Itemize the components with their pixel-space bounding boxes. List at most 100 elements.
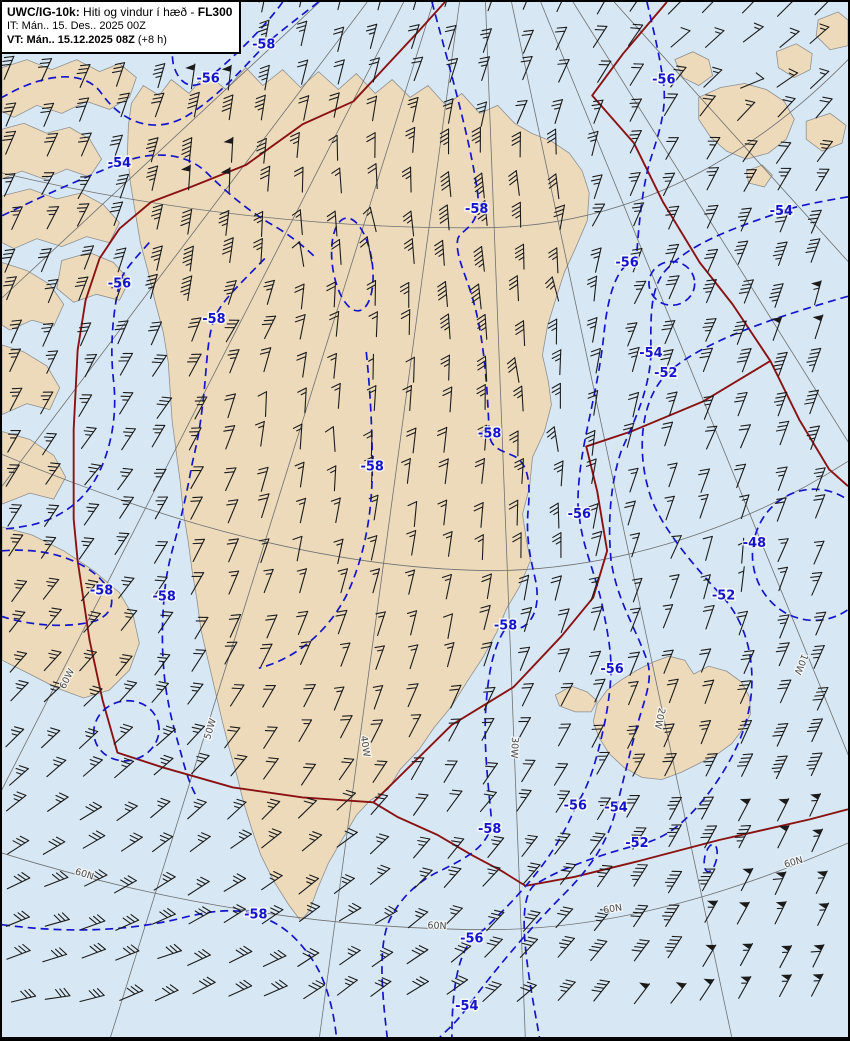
wind-barb xyxy=(777,2,793,17)
wind-barb xyxy=(297,948,320,967)
barb-full-10kt xyxy=(21,910,31,918)
wind-barb xyxy=(119,680,138,702)
barb-half-5kt xyxy=(518,256,525,261)
barb-full-10kt xyxy=(114,251,126,255)
barb-full-10kt xyxy=(341,876,352,882)
map-title: UWC/IG-10k: Hiti og vindur í hæð - FL300 xyxy=(7,5,233,19)
barb-full-10kt xyxy=(334,59,345,64)
barb-full-10kt xyxy=(591,989,602,993)
barb-full-10kt xyxy=(17,912,27,920)
barb-full-10kt xyxy=(50,949,59,958)
wind-barb xyxy=(114,757,135,779)
barb-full-10kt xyxy=(151,100,162,104)
barb-full-10kt xyxy=(3,252,14,255)
barb-full-10kt xyxy=(661,425,672,429)
fir-boundary-line xyxy=(72,2,446,804)
barb-half-5kt xyxy=(344,982,352,986)
wind-barb xyxy=(224,726,241,749)
wind-barb xyxy=(736,347,752,373)
barb-full-10kt xyxy=(367,23,378,28)
barb-flag-50kt xyxy=(738,902,750,908)
isotherm-label--58: -58 xyxy=(494,618,517,633)
barb-full-10kt xyxy=(96,914,106,922)
barb-full-10kt xyxy=(229,349,240,352)
barb-full-10kt xyxy=(700,648,712,651)
barb-flag-50kt xyxy=(771,316,782,324)
barb-full-10kt xyxy=(596,871,608,874)
wind-barb xyxy=(663,93,678,116)
meridian-line xyxy=(572,2,848,443)
barb-full-10kt xyxy=(83,245,94,248)
wind-barb xyxy=(628,681,639,706)
barb-full-10kt xyxy=(19,835,30,842)
barb-full-10kt xyxy=(52,759,64,764)
wind-barb xyxy=(699,347,713,373)
barb-full-10kt xyxy=(550,579,561,584)
barb-full-10kt xyxy=(514,458,524,464)
barb-full-10kt xyxy=(46,282,57,286)
barb-full-10kt xyxy=(547,137,557,144)
barb-full-10kt xyxy=(148,165,159,170)
barb-half-5kt xyxy=(704,329,712,332)
barb-full-10kt xyxy=(814,645,825,648)
barb-full-10kt xyxy=(487,762,498,764)
wind-barb xyxy=(330,239,342,265)
barb-full-10kt xyxy=(624,422,635,427)
barb-full-10kt xyxy=(24,989,32,998)
barb-full-10kt xyxy=(201,832,211,838)
barb-full-10kt xyxy=(777,566,789,570)
barb-half-5kt xyxy=(778,474,785,477)
barb-full-10kt xyxy=(89,759,100,764)
barb-flag-50kt xyxy=(816,871,828,877)
barb-full-10kt xyxy=(123,877,134,884)
barb-half-5kt xyxy=(229,357,237,359)
barb-full-10kt xyxy=(236,873,247,880)
wind-barb xyxy=(698,468,710,493)
barb-full-10kt xyxy=(255,94,266,100)
barb-full-10kt xyxy=(326,281,336,287)
wind-barb xyxy=(630,904,649,928)
barb-half-5kt xyxy=(366,434,373,439)
wind-barb xyxy=(807,209,822,234)
barb-full-10kt xyxy=(308,833,319,839)
barb-full-10kt xyxy=(473,176,483,184)
barb-full-10kt xyxy=(260,165,271,171)
barb-full-10kt xyxy=(123,496,134,498)
wind-barb xyxy=(662,604,674,629)
isotherm-line--58 xyxy=(2,909,338,1037)
barb-full-10kt xyxy=(374,645,385,649)
wind-barb xyxy=(410,757,425,781)
wind-barb xyxy=(484,936,503,958)
barb-full-10kt xyxy=(182,254,193,259)
barb-half-5kt xyxy=(120,661,128,664)
barb-full-10kt xyxy=(530,862,541,866)
barb-full-10kt xyxy=(590,347,601,353)
barb-flag-50kt xyxy=(780,974,792,981)
wind-barb xyxy=(145,273,158,299)
wind-barb xyxy=(553,763,569,786)
barb-full-10kt xyxy=(76,71,88,75)
barb-full-10kt xyxy=(563,866,574,869)
barb-full-10kt xyxy=(595,832,606,835)
barb-half-5kt xyxy=(334,171,341,176)
wind-barb xyxy=(329,310,340,337)
barb-full-10kt xyxy=(75,105,87,108)
barb-full-10kt xyxy=(662,176,674,179)
barb-full-10kt xyxy=(777,424,788,428)
wind-barb xyxy=(629,63,644,86)
barb-full-10kt xyxy=(400,309,411,315)
wind-barb xyxy=(336,828,358,848)
barb-full-10kt xyxy=(774,220,786,223)
barb-full-10kt xyxy=(157,800,168,805)
barb-half-5kt xyxy=(780,570,787,573)
barb-half-5kt xyxy=(593,182,600,185)
barb-full-10kt xyxy=(41,248,52,251)
barb-full-10kt xyxy=(633,284,645,287)
barb-full-10kt xyxy=(296,497,307,502)
barb-full-10kt xyxy=(590,610,602,613)
barb-full-10kt xyxy=(515,324,525,331)
barb-staff xyxy=(629,2,638,12)
wind-barb xyxy=(593,678,606,703)
barb-full-10kt xyxy=(155,63,166,67)
barb-full-10kt xyxy=(352,902,362,909)
